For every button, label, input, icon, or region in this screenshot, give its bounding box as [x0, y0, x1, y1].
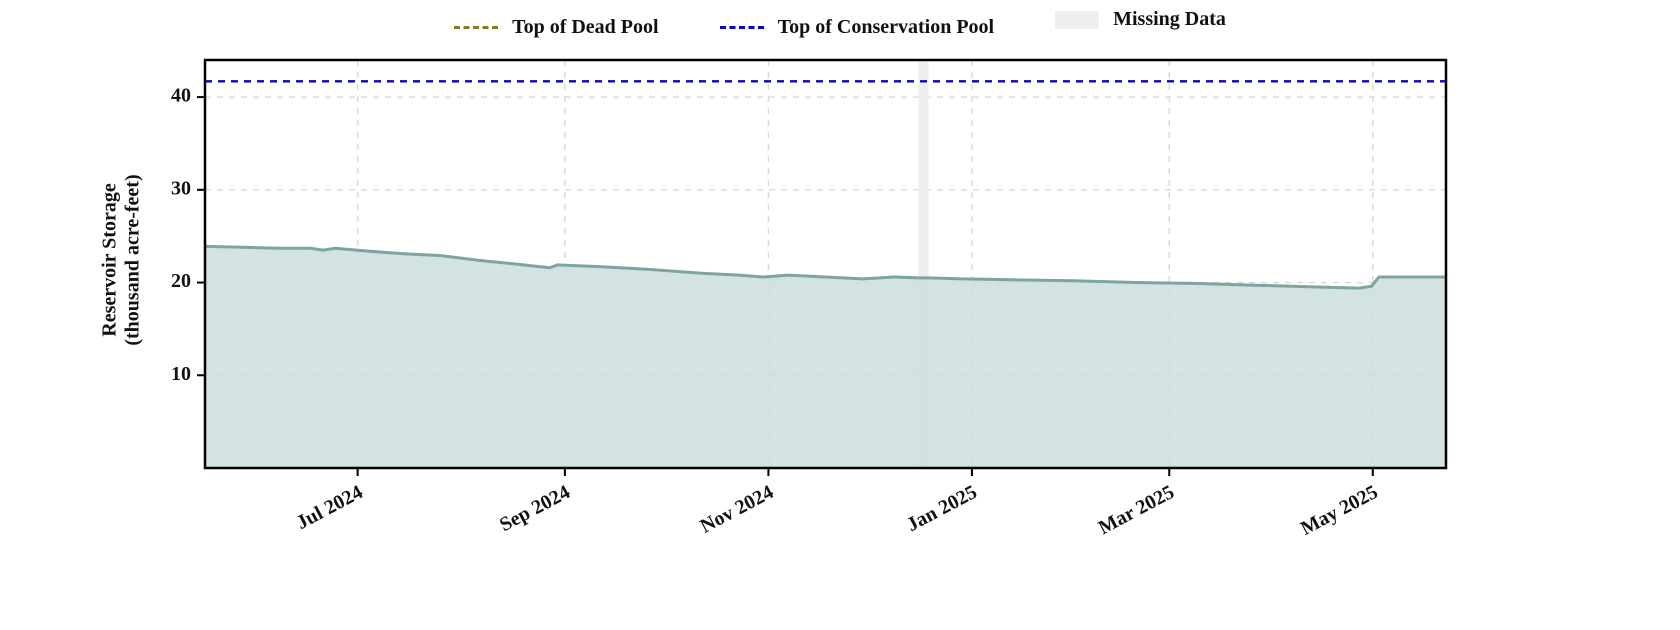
y-axis-label-line1: Reservoir Storage: [99, 183, 121, 336]
svg-text:Nov 2024: Nov 2024: [697, 481, 777, 538]
legend-item-missing-data: Missing Data: [1055, 8, 1226, 31]
legend-label: Top of Dead Pool: [512, 16, 659, 39]
svg-text:May 2025: May 2025: [1297, 481, 1381, 540]
y-axis-label: Reservoir Storage (thousand acre-feet): [99, 174, 145, 345]
dead-pool-swatch: [454, 26, 498, 29]
svg-text:10: 10: [171, 363, 191, 385]
svg-text:Jan 2025: Jan 2025: [903, 481, 981, 536]
svg-text:Jul 2024: Jul 2024: [293, 481, 367, 534]
reservoir-storage-chart: 10 20 30 40 Jul 2024 Sep 2024 Nov 2024 Jan 2025…: [0, 0, 1680, 630]
svg-text:30: 30: [171, 177, 191, 199]
svg-text:Mar 2025: Mar 2025: [1095, 481, 1178, 539]
legend-item-dead-pool: Top of Dead Pool: [454, 16, 659, 39]
conservation-pool-swatch: [720, 26, 764, 29]
legend-item-conservation-pool: Top of Conservation Pool: [720, 16, 995, 39]
chart-legend: Top of Dead Pool Top of Conservation Poo…: [0, 8, 1680, 39]
y-axis-label-line2: (thousand acre-feet): [122, 174, 144, 345]
legend-label: Missing Data: [1113, 8, 1226, 31]
missing-data-swatch: [1055, 11, 1099, 29]
legend-label: Top of Conservation Pool: [778, 16, 995, 39]
svg-text:40: 40: [171, 85, 191, 107]
svg-text:20: 20: [171, 270, 191, 292]
svg-text:Sep 2024: Sep 2024: [496, 481, 574, 536]
